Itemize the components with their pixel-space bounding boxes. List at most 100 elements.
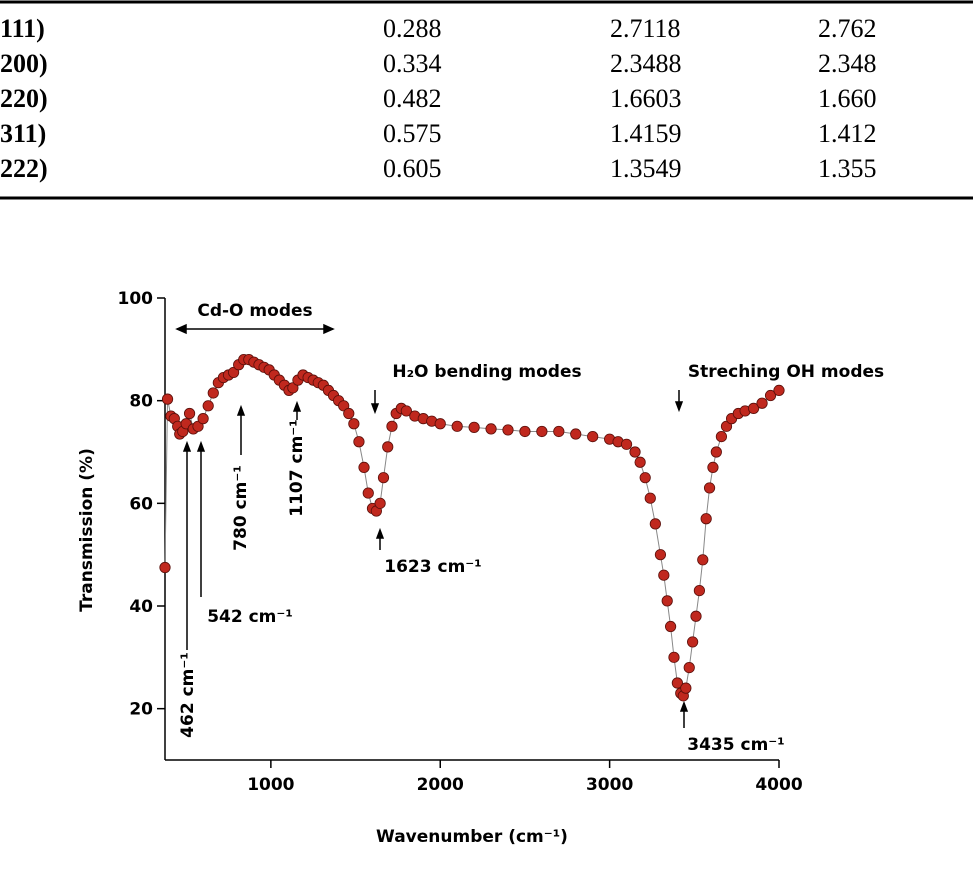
cell: 0.288	[383, 14, 442, 43]
data-point	[715, 430, 728, 443]
y-tick-label: 100	[118, 289, 154, 309]
data-point	[536, 425, 548, 438]
data-point	[671, 677, 683, 689]
data-point	[287, 382, 299, 394]
annotation: Cd-O modes	[197, 301, 312, 321]
arrow-head	[375, 527, 385, 539]
chart: Transmission (%) Wavenumber (cm⁻¹) Cd-O …	[77, 289, 884, 847]
data-point	[773, 384, 785, 396]
data-point	[764, 389, 777, 402]
data-point	[693, 584, 705, 597]
data-point	[207, 387, 219, 399]
cell: 1.660	[818, 84, 877, 113]
data-point	[668, 651, 680, 663]
data-point	[654, 549, 667, 561]
data-point	[353, 436, 365, 448]
data-point	[707, 461, 719, 473]
cell: 2.762	[818, 14, 877, 43]
data-point	[680, 682, 692, 694]
cell: 1.3549	[610, 154, 682, 183]
y-tick-label: 40	[129, 597, 153, 617]
data-point	[634, 456, 646, 468]
data-point	[629, 446, 641, 458]
data-point	[348, 418, 360, 430]
row-label: 311)	[0, 119, 46, 148]
data-point	[434, 418, 446, 430]
y-tick-label: 60	[129, 494, 153, 514]
arrow-head	[674, 401, 684, 413]
arrow-head	[182, 440, 192, 452]
data-point	[553, 425, 565, 438]
cell: 0.575	[383, 119, 442, 148]
annotation: H₂O bending modes	[392, 362, 581, 382]
annotation: 1623 cm⁻¹	[384, 557, 481, 577]
data-point	[747, 402, 760, 414]
data-point	[756, 397, 768, 409]
annotation: 542 cm⁻¹	[207, 607, 293, 627]
data-point	[468, 421, 480, 433]
x-tick-label: 4000	[755, 775, 802, 795]
annotation-arrows	[175, 323, 689, 728]
x-tick-label: 1000	[247, 775, 294, 795]
cell: 2.3488	[610, 49, 682, 78]
data-point	[620, 438, 633, 450]
data-point	[377, 472, 390, 484]
data-point	[697, 554, 709, 566]
data-point	[658, 569, 670, 581]
data-point	[161, 393, 174, 405]
annotation: 3435 cm⁻¹	[687, 735, 784, 755]
annotation: 462 cm⁻¹	[178, 652, 198, 738]
row-label: 222)	[0, 154, 48, 183]
data-point	[700, 513, 712, 525]
data-point	[362, 487, 374, 499]
data-point	[159, 561, 171, 574]
annotation: 1107 cm⁻¹	[287, 419, 307, 516]
data-point	[720, 420, 733, 432]
data-point	[683, 661, 695, 674]
cell: 1.355	[818, 154, 877, 183]
row-label: 200)	[0, 49, 48, 78]
arrow-head	[679, 700, 689, 712]
data-point	[687, 636, 699, 648]
data-point	[519, 425, 531, 438]
table: 111) 0.288 2.7118 2.762 200) 0.334 2.3488 2.348…	[0, 14, 877, 183]
data-point	[192, 420, 204, 432]
data-point	[664, 620, 677, 633]
data-point	[485, 423, 497, 435]
data-point	[386, 420, 398, 432]
x-axis-label: Wavenumber (cm⁻¹)	[376, 827, 568, 847]
x-tick-label: 2000	[417, 775, 464, 795]
data-point	[338, 400, 350, 412]
data-point	[502, 424, 514, 436]
cell: 1.412	[818, 119, 877, 148]
cell: 1.6603	[610, 84, 682, 113]
data-point	[570, 428, 582, 440]
annotation: Streching OH modes	[688, 362, 884, 382]
data-point	[400, 405, 412, 417]
data-point	[661, 595, 673, 607]
x-tick-label: 3000	[586, 775, 633, 795]
data-point	[451, 420, 463, 432]
cell: 1.4159	[610, 119, 682, 148]
arrow-head	[196, 440, 206, 452]
data-point	[227, 366, 240, 379]
data-point	[649, 518, 661, 530]
cell: 0.605	[383, 154, 442, 183]
arrow-head	[370, 403, 380, 415]
row-label: 220)	[0, 84, 48, 113]
arrow-head	[292, 400, 302, 412]
data-point	[382, 441, 394, 453]
data-point	[343, 407, 355, 420]
data-point	[197, 413, 209, 425]
arrow-head	[236, 404, 246, 416]
data-point	[644, 492, 656, 504]
annotation: 780 cm⁻¹	[231, 465, 251, 551]
data-point	[710, 446, 722, 458]
data-point	[374, 497, 386, 509]
data-point	[690, 610, 702, 622]
series-line	[164, 359, 780, 697]
data-point	[183, 407, 196, 420]
y-tick-label: 20	[129, 700, 153, 720]
arrow-head	[175, 323, 335, 335]
